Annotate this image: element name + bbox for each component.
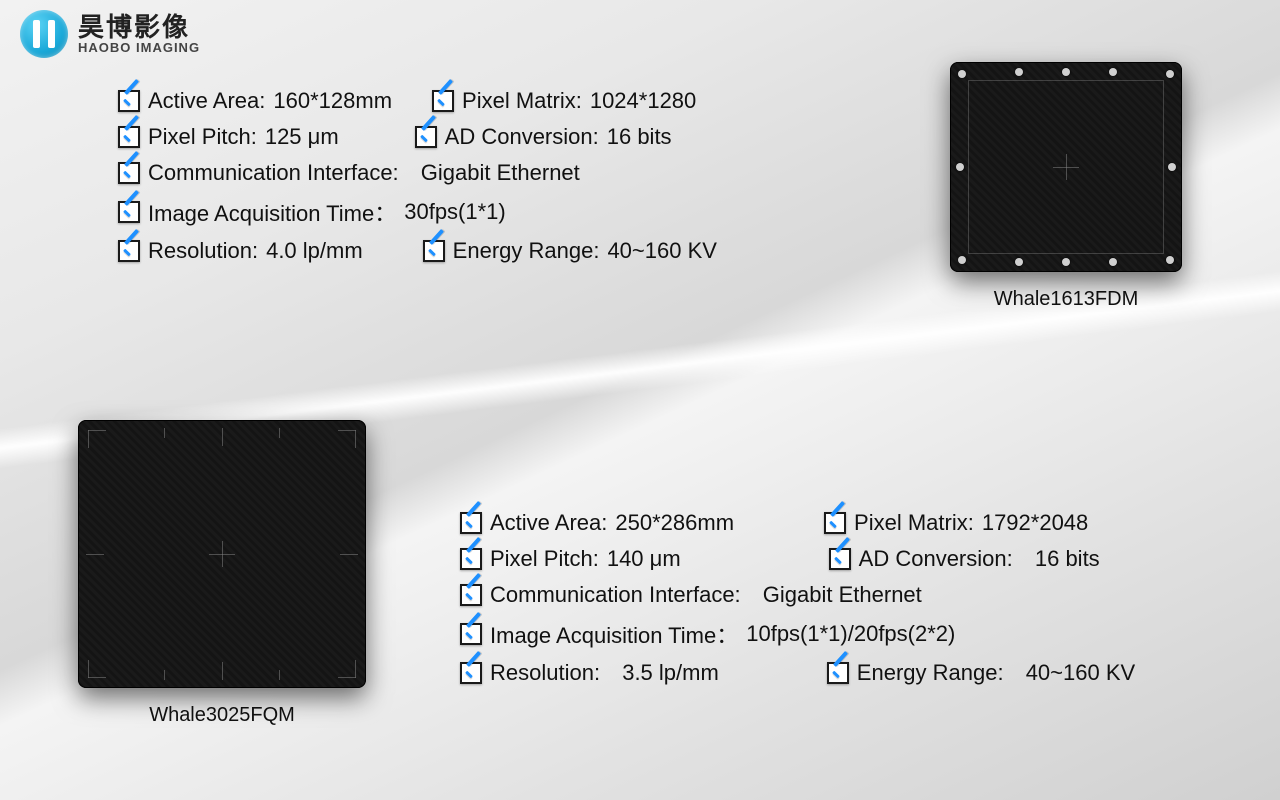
value: 250*286mm xyxy=(615,510,734,536)
spec-resolution: Resolution: 3.5 lp/mm xyxy=(460,660,719,686)
check-icon xyxy=(827,662,849,684)
check-icon xyxy=(824,512,846,534)
value: 160*128mm xyxy=(273,88,392,114)
product2-specs: Active Area: 250*286mm Pixel Matrix: 1792*… xyxy=(460,500,1260,696)
label: Active Area: xyxy=(148,88,265,114)
check-icon xyxy=(118,126,140,148)
value: 10fps(1*1)/20fps(2*2) xyxy=(746,621,955,647)
label: Image Acquisition Time： xyxy=(490,618,738,650)
label: Image Acquisition Time： xyxy=(148,196,396,228)
check-icon xyxy=(118,201,140,223)
value: Gigabit Ethernet xyxy=(763,582,922,608)
value: 1792*2048 xyxy=(982,510,1088,536)
label: Resolution: xyxy=(148,238,258,264)
value: 16 bits xyxy=(607,124,672,150)
label: Pixel Pitch: xyxy=(148,124,257,150)
check-icon xyxy=(460,662,482,684)
product1-image: Whale1613FDM xyxy=(950,62,1182,311)
label: AD Conversion: xyxy=(859,546,1013,572)
product1-specs: Active Area: 160*128mm Pixel Matrix: 1024*… xyxy=(118,78,878,274)
spec-pixel-matrix: Pixel Matrix: 1792*2048 xyxy=(824,510,1088,536)
spec-active-area: Active Area: 250*286mm xyxy=(460,510,734,536)
value: 40~160 KV xyxy=(1026,660,1135,686)
spec-active-area: Active Area: 160*128mm xyxy=(118,88,392,114)
value: Gigabit Ethernet xyxy=(421,160,580,186)
label: AD Conversion: xyxy=(445,124,599,150)
value: 3.5 lp/mm xyxy=(622,660,719,686)
value: 125 μm xyxy=(265,124,339,150)
logo-mark-icon xyxy=(20,10,68,58)
product1-caption: Whale1613FDM xyxy=(950,288,1182,311)
check-icon xyxy=(118,90,140,112)
product2-image: Whale3025FQM xyxy=(78,420,366,727)
label: Pixel Matrix: xyxy=(854,510,974,536)
spec-ad-conversion: AD Conversion: 16 bits xyxy=(829,546,1100,572)
value: 1024*1280 xyxy=(590,88,696,114)
spec-acq-time: Image Acquisition Time： 10fps(1*1)/20fps(… xyxy=(460,618,955,650)
label: Energy Range: xyxy=(453,238,600,264)
check-icon xyxy=(118,240,140,262)
check-icon xyxy=(423,240,445,262)
spec-ad-conversion: AD Conversion: 16 bits xyxy=(415,124,672,150)
value: 30fps(1*1) xyxy=(404,199,506,225)
value: 140 μm xyxy=(607,546,681,572)
label: Resolution: xyxy=(490,660,600,686)
label: Pixel Pitch: xyxy=(490,546,599,572)
spec-pixel-pitch: Pixel Pitch: 140 μm xyxy=(460,546,681,572)
check-icon xyxy=(829,548,851,570)
spec-comm-interface: Communication Interface: Gigabit Etherne… xyxy=(460,582,922,608)
check-icon xyxy=(415,126,437,148)
spec-pixel-pitch: Pixel Pitch: 125 μm xyxy=(118,124,339,150)
check-icon xyxy=(432,90,454,112)
label: Pixel Matrix: xyxy=(462,88,582,114)
check-icon xyxy=(460,548,482,570)
check-icon xyxy=(460,512,482,534)
brand-name-en: HAOBO IMAGING xyxy=(78,41,200,55)
brand-logo: 昊博影像 HAOBO IMAGING xyxy=(20,10,200,58)
product2-caption: Whale3025FQM xyxy=(78,704,366,727)
spec-comm-interface: Communication Interface: Gigabit Etherne… xyxy=(118,160,580,186)
label: Communication Interface: xyxy=(490,582,741,608)
spec-resolution: Resolution: 4.0 lp/mm xyxy=(118,238,363,264)
spec-energy-range: Energy Range: 40~160 KV xyxy=(423,238,717,264)
value: 16 bits xyxy=(1035,546,1100,572)
check-icon xyxy=(460,584,482,606)
check-icon xyxy=(118,162,140,184)
value: 40~160 KV xyxy=(607,238,716,264)
spec-energy-range: Energy Range: 40~160 KV xyxy=(827,660,1135,686)
brand-name-cn: 昊博影像 xyxy=(78,14,200,41)
spec-acq-time: Image Acquisition Time： 30fps(1*1) xyxy=(118,196,506,228)
label: Communication Interface: xyxy=(148,160,399,186)
label: Energy Range: xyxy=(857,660,1004,686)
label: Active Area: xyxy=(490,510,607,536)
check-icon xyxy=(460,623,482,645)
value: 4.0 lp/mm xyxy=(266,238,363,264)
spec-pixel-matrix: Pixel Matrix: 1024*1280 xyxy=(432,88,696,114)
